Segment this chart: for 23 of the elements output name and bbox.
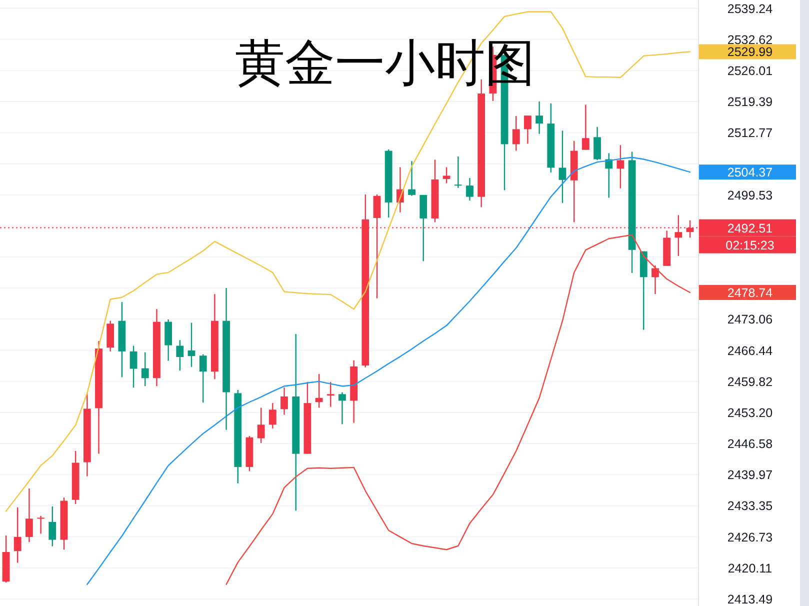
text: 2504.37 [727,166,773,180]
y-tick-label: 2446.58 [727,437,773,452]
text: 2478.74 [727,286,773,300]
line-series [5,11,691,512]
text: 2529.99 [727,45,773,60]
y-tick-label: 2539.24 [727,2,773,16]
y-tick-label: 2473.06 [727,312,773,327]
y-tick-label: 2532.62 [727,32,773,47]
y-tick-label: 2526.01 [727,64,773,78]
ref-line-label: 2492.51 [727,221,773,236]
y-tick-label: 2453.20 [727,406,773,420]
y-tick-label: 2426.73 [727,530,773,544]
y-tick-label: 2433.35 [727,499,773,514]
y-tick-label: 2512.77 [727,126,773,140]
y-tick-label: 2413.49 [727,592,773,606]
y-tick-label: 2459.82 [727,374,773,389]
y-tick-label: 2519.39 [727,95,773,110]
y-tick-label: 2420.11 [728,561,772,576]
y-tick-label: 2466.44 [727,344,773,358]
y-tick-label: 2499.53 [727,188,773,202]
y-tick-label: 2439.97 [727,468,773,482]
line-series [86,156,691,585]
line-series [226,234,691,585]
